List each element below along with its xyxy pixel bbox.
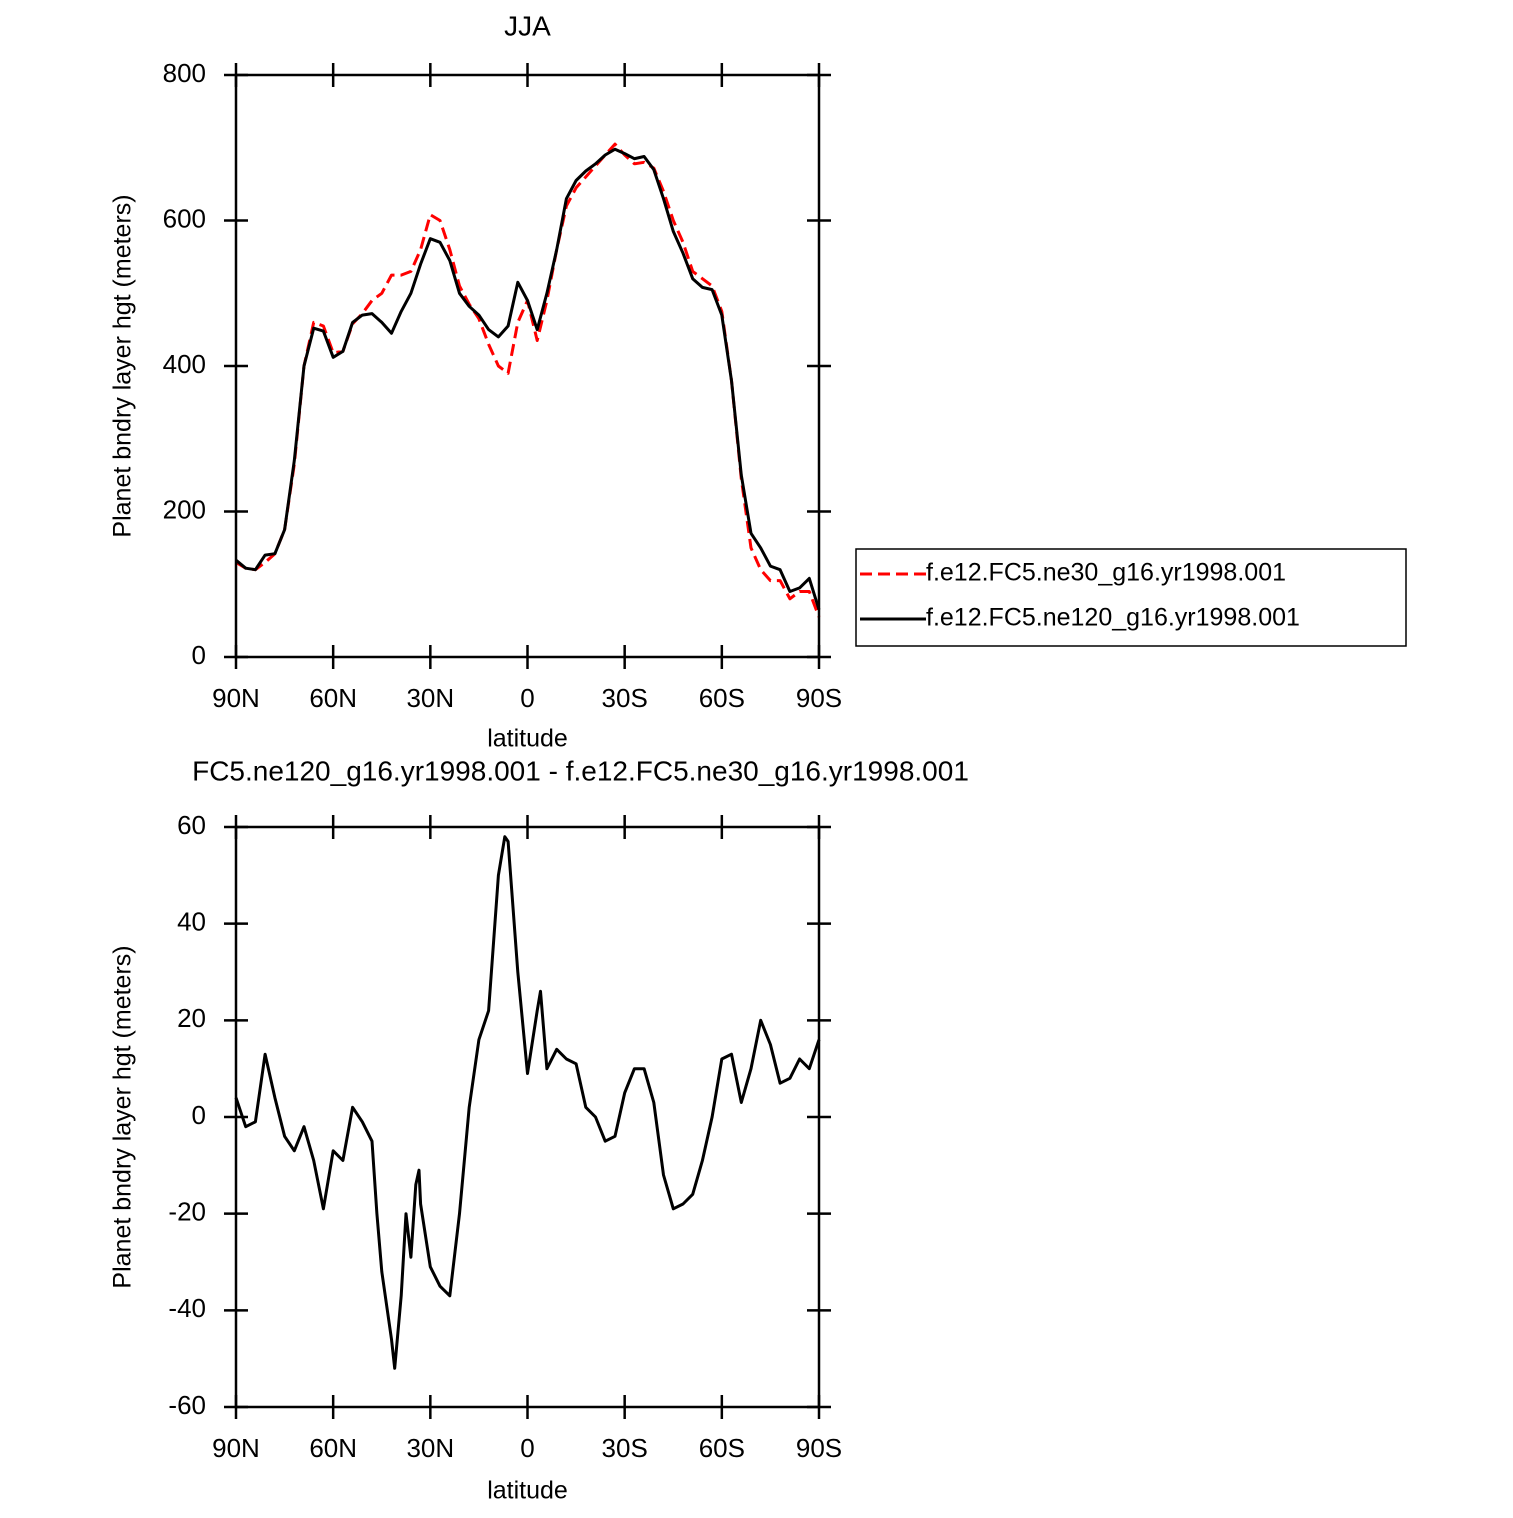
x-tick-label: 30S: [602, 683, 648, 713]
y-tick-label: 800: [163, 58, 206, 88]
y-tick-label: 0: [192, 1100, 206, 1130]
data-line: [234, 835, 821, 1370]
y-tick-label: 600: [163, 203, 206, 233]
y-tick-label: 60: [177, 810, 206, 840]
x-tick-label: 0: [520, 683, 534, 713]
x-tick-label: 30N: [406, 683, 454, 713]
plot-frame: [234, 73, 821, 659]
x-axis-label: latitude: [487, 725, 568, 753]
data-line: [235, 147, 821, 611]
x-tick-label: 90N: [212, 683, 260, 713]
x-tick-label: 90S: [796, 683, 842, 713]
x-tick-label: 60N: [309, 683, 357, 713]
y-tick-label: 20: [177, 1003, 206, 1033]
x-axis-label: latitude: [487, 1477, 568, 1505]
legend-label: f.e12.FC5.ne30_g16.yr1998.001: [926, 559, 1286, 587]
y-tick-label: 400: [163, 349, 206, 379]
x-tick-label: 90S: [796, 1433, 842, 1463]
x-tick-label: 60S: [699, 1433, 745, 1463]
chart-title: FC5.ne120_g16.yr1998.001 - f.e12.FC5.ne3…: [192, 755, 969, 786]
y-tick-label: -40: [168, 1293, 206, 1323]
plot-frame: [234, 825, 821, 1409]
y-tick-label: 200: [163, 494, 206, 524]
legend-box: [855, 548, 1407, 647]
x-tick-label: 90N: [212, 1433, 260, 1463]
y-axis-label: Planet bndry layer hgt (meters): [109, 945, 137, 1288]
x-tick-label: 0: [520, 1433, 534, 1463]
chart-title: JJA: [504, 10, 551, 41]
y-axis-label: Planet bndry layer hgt (meters): [109, 194, 137, 537]
legend-label: f.e12.FC5.ne120_g16.yr1998.001: [926, 604, 1300, 632]
y-tick-label: -60: [168, 1390, 206, 1420]
y-tick-label: 40: [177, 907, 206, 937]
x-tick-label: 60N: [309, 1433, 357, 1463]
x-tick-label: 30N: [406, 1433, 454, 1463]
y-tick-label: -20: [168, 1197, 206, 1227]
y-tick-label: 0: [192, 640, 206, 670]
x-tick-label: 30S: [602, 1433, 648, 1463]
x-tick-label: 60S: [699, 683, 745, 713]
